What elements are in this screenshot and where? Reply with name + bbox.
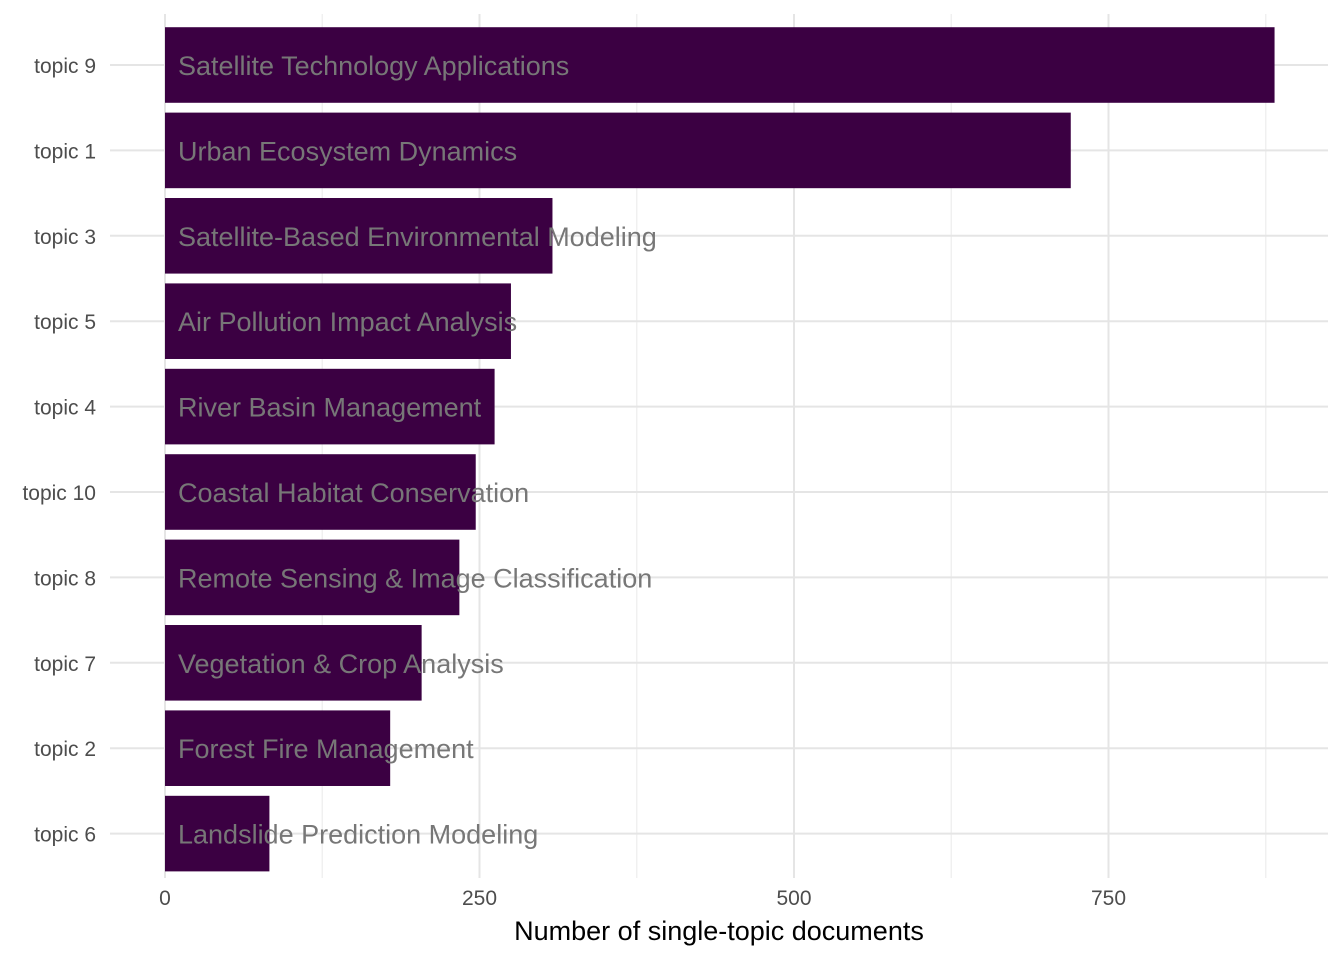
bar-label: Satellite Technology Applications [178,51,569,81]
x-tick-label: 250 [462,887,497,910]
bar-label: Forest Fire Management [178,734,474,764]
y-tick-label: topic 6 [34,824,96,847]
bar-topic-6 [165,795,270,872]
y-tick-label: topic 7 [34,653,96,676]
bar-label: Landslide Prediction Modeling [178,820,538,850]
bar-topic-7 [165,625,422,701]
x-tick-label: 750 [1091,887,1126,910]
bar-label: Coastal Habitat Conservation [178,478,529,508]
bar-topic-9 [165,27,1275,103]
bar-label: Remote Sensing & Image Classification [178,563,652,593]
bar-label: Air Pollution Impact Analysis [178,307,517,337]
bar-label: Satellite-Based Environmental Modeling [178,222,657,252]
y-axis-ticks: topic 9 topic 1 topic 3 topic 5 topic 4 topic… [22,55,96,847]
x-tick-label: 500 [776,887,811,910]
bar-topic-2 [165,710,391,786]
y-tick-label: topic 3 [34,226,96,249]
x-axis-ticks: 0 250 500 750 [159,887,1126,910]
bar-topic-10 [165,454,476,530]
bar-label: River Basin Management [178,393,482,423]
bar-topic-3 [165,198,553,274]
bars-layer [165,27,1275,872]
bar-topic-5 [165,283,511,359]
y-tick-label: topic 10 [22,482,96,505]
y-tick-label: topic 5 [34,311,96,334]
y-tick-label: topic 2 [34,738,96,761]
bar-labels-layer: Satellite Technology Applications Urban E… [178,51,657,850]
y-tick-label: topic 9 [34,55,96,78]
x-tick-label: 0 [159,887,171,910]
y-tick-label: topic 1 [34,140,96,163]
y-tick-label: topic 8 [34,567,96,590]
bar-label: Vegetation & Crop Analysis [178,649,504,679]
bar-topic-8 [165,539,460,616]
x-axis-title: Number of single-topic documents [514,916,924,946]
bar-topic-4 [165,368,495,445]
y-tick-label: topic 4 [34,397,96,420]
bar-topic-1 [165,112,1071,189]
bar-label: Urban Ecosystem Dynamics [178,136,517,166]
